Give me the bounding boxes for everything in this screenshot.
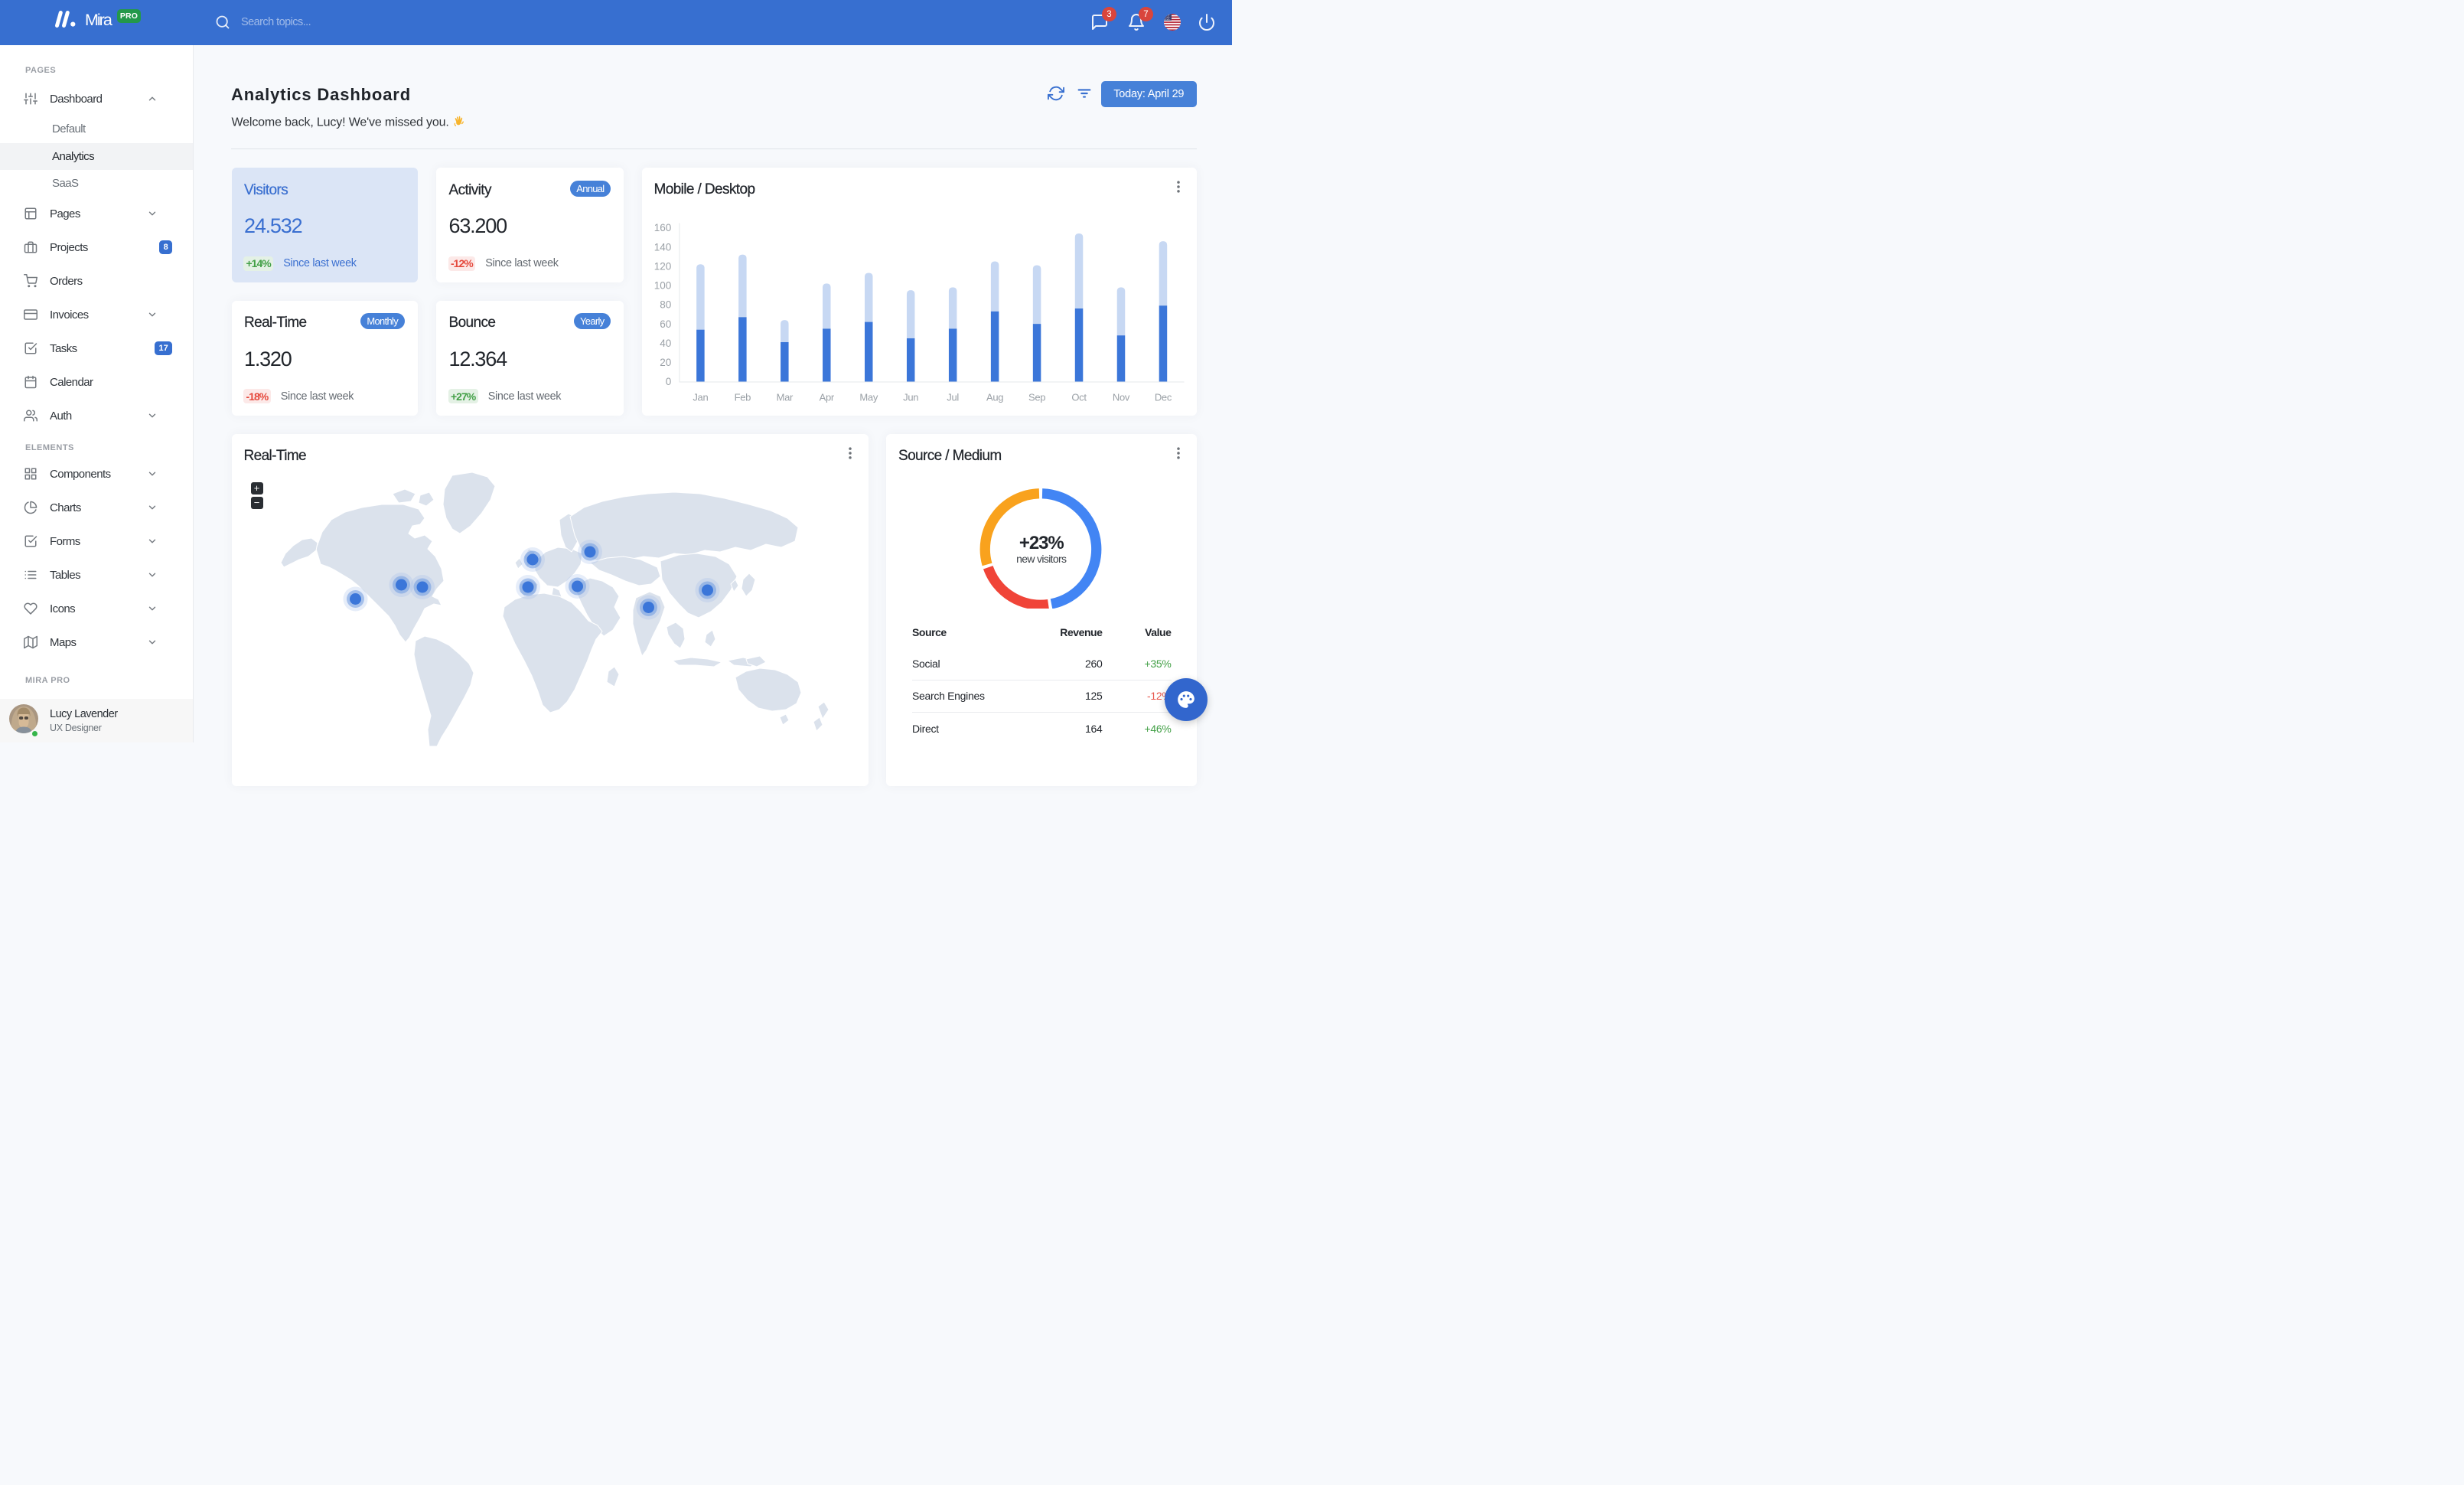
- svg-text:Oct: Oct: [1071, 391, 1087, 403]
- svg-text:120: 120: [653, 260, 671, 272]
- svg-text:0: 0: [665, 376, 671, 387]
- svg-text:160: 160: [653, 222, 671, 233]
- svg-text:Feb: Feb: [734, 391, 751, 403]
- svg-text:80: 80: [660, 299, 671, 311]
- svg-text:Mar: Mar: [776, 391, 793, 403]
- svg-text:140: 140: [653, 241, 671, 253]
- svg-text:Apr: Apr: [819, 391, 834, 403]
- svg-text:Sep: Sep: [1028, 391, 1045, 403]
- svg-text:Jun: Jun: [903, 391, 918, 403]
- svg-text:May: May: [859, 391, 878, 403]
- svg-text:Nov: Nov: [1112, 391, 1129, 403]
- svg-text:100: 100: [653, 280, 671, 292]
- svg-text:20: 20: [660, 357, 671, 368]
- svg-text:60: 60: [660, 318, 671, 330]
- svg-text:40: 40: [660, 338, 671, 349]
- svg-text:Dec: Dec: [1154, 391, 1172, 403]
- svg-text:Aug: Aug: [986, 391, 1003, 403]
- svg-text:Jan: Jan: [693, 391, 708, 403]
- svg-text:Jul: Jul: [947, 391, 959, 403]
